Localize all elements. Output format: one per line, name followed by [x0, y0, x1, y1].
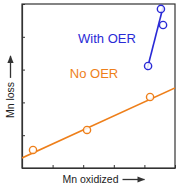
point — [157, 5, 164, 12]
plot-frame — [22, 4, 175, 168]
point — [29, 146, 36, 153]
plot-area: No OER With OER — [22, 4, 176, 169]
fit-line — [22, 88, 175, 158]
chart: No OER With OER Mn oxidized Mn loss — [0, 0, 180, 189]
point — [146, 93, 153, 100]
x-axis-label: Mn oxidized — [62, 173, 118, 185]
point — [83, 126, 90, 133]
x-arrow — [123, 179, 145, 180]
y-arrow — [10, 56, 11, 78]
series-label: No OER — [70, 66, 118, 81]
marks — [22, 5, 175, 158]
y-axis-label: Mn loss — [4, 82, 16, 118]
point — [159, 21, 166, 28]
fit-line — [147, 7, 163, 70]
point — [144, 62, 151, 69]
series-label: With OER — [78, 31, 136, 46]
